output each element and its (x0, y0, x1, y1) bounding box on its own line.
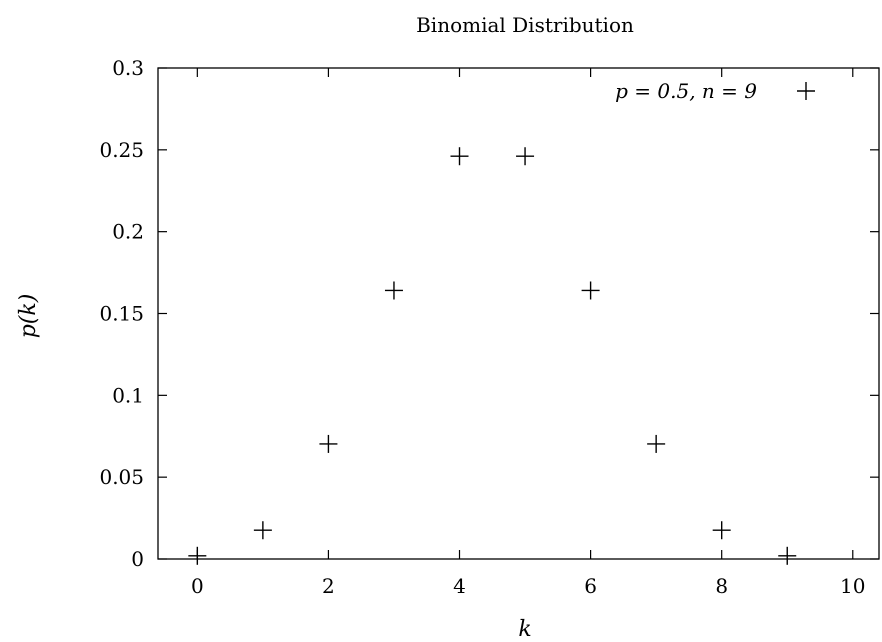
data-point (319, 434, 338, 453)
y-tick-label: 0.2 (112, 220, 144, 244)
x-tick-label: 6 (584, 574, 597, 598)
data-point (450, 147, 469, 166)
legend-label: p = 0.5, n = 9 (615, 79, 757, 103)
data-points (188, 147, 797, 565)
data-point (581, 281, 600, 300)
data-point (516, 147, 535, 166)
y-tick-label: 0.05 (99, 465, 144, 489)
y-axis-label: p(k) (16, 294, 41, 339)
data-point (647, 434, 666, 453)
legend-marker (797, 82, 815, 100)
data-point (778, 546, 797, 565)
data-point (188, 546, 207, 565)
y-tick-label: 0.15 (99, 302, 144, 326)
data-point (712, 521, 731, 540)
x-tick-label: 2 (322, 574, 335, 598)
y-tick-label: 0.25 (99, 138, 144, 162)
y-tick-label: 0.3 (112, 56, 144, 80)
data-point (384, 281, 403, 300)
x-tick-label: 4 (453, 574, 466, 598)
chart-title: Binomial Distribution (416, 13, 634, 37)
x-axis-label: k (518, 617, 531, 642)
x-tick-label: 8 (715, 574, 728, 598)
legend: p = 0.5, n = 9 (615, 79, 815, 103)
plot-frame (157, 67, 880, 560)
data-point (253, 521, 272, 540)
y-tick-label: 0 (131, 547, 144, 571)
y-axis: 0 0.05 0.1 0.15 0.2 0.25 0.3 (99, 56, 879, 571)
x-tick-label: 0 (191, 574, 204, 598)
x-tick-label: 10 (840, 574, 865, 598)
y-tick-label: 0.1 (112, 383, 144, 407)
x-axis: 0 2 4 6 8 10 (191, 68, 866, 598)
